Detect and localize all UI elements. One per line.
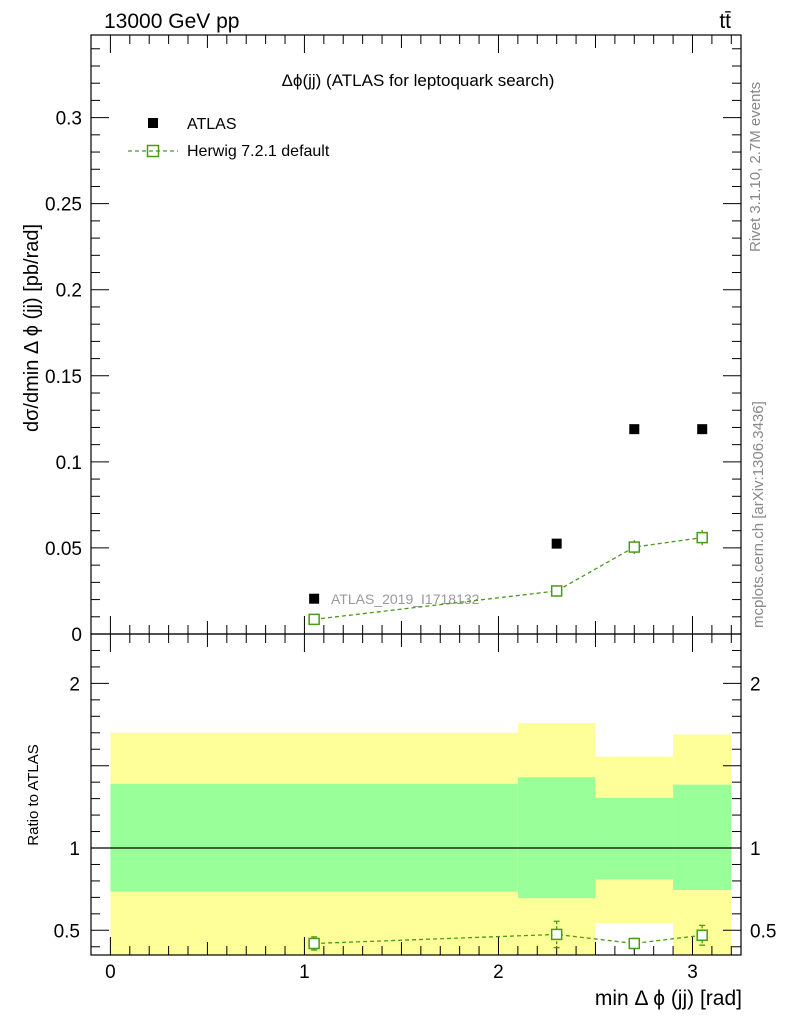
ratio-band-inner <box>673 784 732 890</box>
herwig-data-point <box>696 531 708 544</box>
ratio-frame <box>90 633 742 956</box>
herwig-ratio-point <box>628 937 641 950</box>
herwig-ratio-point <box>308 937 320 950</box>
process-label: tt̄ <box>719 10 731 33</box>
herwig-line <box>314 536 703 621</box>
energy-label: 13000 GeV pp <box>104 10 239 33</box>
rivet-version-label: Rivet 3.1.10, 2.7M events <box>747 82 764 252</box>
legend-herwig-marker <box>146 144 160 158</box>
main-y-tick-label: 0.15 <box>45 367 82 388</box>
atlas-data-point <box>697 424 708 435</box>
herwig-data-point <box>628 541 641 553</box>
ratio-y-tick-label-right: 2 <box>750 674 761 695</box>
atlas-data-point <box>629 424 640 435</box>
ratio-y-tick-label-left: 2 <box>69 674 80 695</box>
main-y-tick-label: 0.05 <box>45 539 82 560</box>
main-y-tick-label: 0.1 <box>56 453 82 474</box>
x-tick-label: 3 <box>687 962 698 983</box>
main-y-tick-label: 0.25 <box>45 195 82 216</box>
ratio-panel: 0 1 2 3 0.5 0.5 1 1 2 2 <box>54 633 776 983</box>
ratio-band-inner <box>110 783 518 892</box>
main-y-tick-label: 0.2 <box>56 281 82 302</box>
herwig-ratio-point <box>696 929 708 941</box>
herwig-data-point <box>308 613 320 626</box>
legend-atlas-label: ATLAS <box>187 116 237 133</box>
ratio-y-axis-label: Ratio to ATLAS <box>25 744 42 845</box>
main-y-axis-label: dσ/dmin Δ ϕ (jj) [pb/rad] <box>21 224 43 432</box>
ratio-y-tick-label-left: 1 <box>69 839 80 860</box>
ratio-band-inner <box>517 777 596 899</box>
main-y-tick-label: 0.3 <box>56 109 82 130</box>
ratio-y-tick-label-left: 0.5 <box>54 921 80 942</box>
legend-herwig-label: Herwig 7.2.1 default <box>187 143 330 160</box>
ratio-y-tick-label-right: 1 <box>750 839 761 860</box>
legend-atlas-marker <box>148 118 158 128</box>
x-tick-label: 1 <box>299 962 310 983</box>
main-panel: 0 0.05 0.1 0.15 0.2 0.25 0.3 <box>45 34 742 646</box>
x-tick-label: 2 <box>493 962 504 983</box>
herwig-ratio-line <box>314 933 703 945</box>
x-tick-label: 0 <box>105 962 116 983</box>
x-axis-label: min Δ ϕ (jj) [rad] <box>595 987 742 1010</box>
ratio-band-inner <box>595 797 674 880</box>
analysis-watermark: ATLAS_2019_I1718132 <box>331 591 480 607</box>
herwig-ratio-point <box>550 928 563 941</box>
mcplots-label: mcplots.cern.ch [arXiv:1306.3436] <box>750 401 767 628</box>
ratio-y-tick-label-right: 0.5 <box>750 921 776 942</box>
main-y-tick-label: 0 <box>71 625 82 646</box>
atlas-data-point <box>551 538 562 549</box>
chart-title: Δϕ(jj) (ATLAS for leptoquark search) <box>282 71 555 90</box>
legend: ATLAS Herwig 7.2.1 default <box>128 116 330 160</box>
atlas-data-point <box>309 593 320 604</box>
herwig-data-point <box>550 585 563 597</box>
